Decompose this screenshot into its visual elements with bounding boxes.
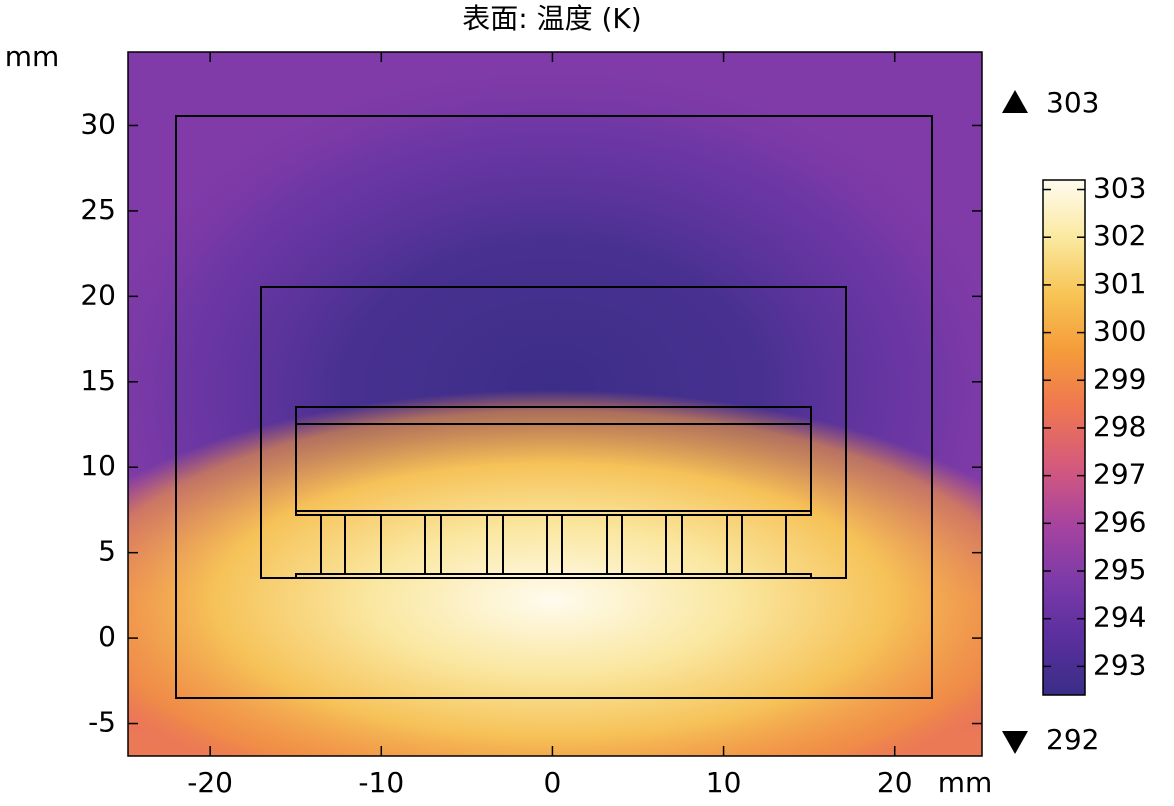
y-tick-label: 30 — [80, 107, 116, 140]
y-tick-label: 5 — [98, 535, 116, 568]
colorbar-tick-label: 293 — [1093, 648, 1146, 681]
x-tick-label: 0 — [544, 766, 562, 799]
max-label: 303 — [1046, 86, 1099, 119]
y-tick-label: 0 — [98, 620, 116, 653]
y-tick-label: 20 — [80, 278, 116, 311]
colorbar-tick-label: 300 — [1093, 315, 1146, 348]
colorbar-tick-label: 295 — [1093, 553, 1146, 586]
y-tick-label: 25 — [80, 193, 116, 226]
colorbar-tick-label: 298 — [1093, 410, 1146, 443]
colorbar-tick-label: 301 — [1093, 267, 1146, 300]
colorbar — [1042, 179, 1086, 696]
min-marker — [1002, 731, 1028, 754]
max-marker — [1002, 90, 1028, 113]
colorbar-tick-label: 302 — [1093, 219, 1146, 252]
geometry — [175, 115, 933, 699]
colorbar-tick-label: 297 — [1093, 458, 1146, 491]
x-tick-label: -10 — [358, 766, 404, 799]
min-label: 292 — [1046, 723, 1099, 756]
x-tick-label: -20 — [187, 766, 233, 799]
colorbar-tick-label: 294 — [1093, 601, 1146, 634]
x-tick-label: 20 — [877, 766, 913, 799]
colorbar-tick-label: 296 — [1093, 505, 1146, 538]
y-tick-label: 10 — [80, 449, 116, 482]
x-tick-label: 10 — [706, 766, 742, 799]
plot-frame — [127, 51, 983, 757]
colorbar-tick-label: 303 — [1093, 172, 1146, 205]
y-tick-label: -5 — [88, 706, 116, 739]
chart-title: 表面: 温度 (K) — [462, 2, 641, 35]
field — [128, 52, 982, 756]
y-tick-label: 15 — [80, 364, 116, 397]
colorbar-tick-label: 299 — [1093, 362, 1146, 395]
y-unit: mm — [5, 40, 60, 73]
x-unit: mm — [938, 766, 993, 799]
